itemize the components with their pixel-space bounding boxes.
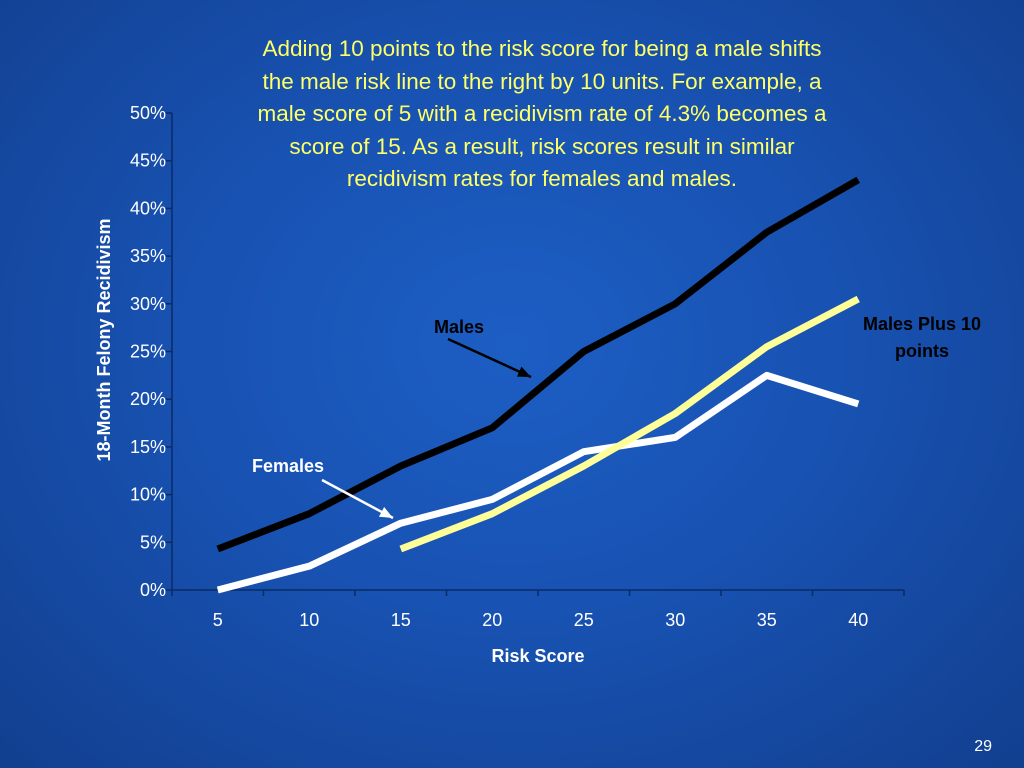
annotation-line: the male risk line to the right by 10 un… [262,68,822,94]
page-number: 29 [974,738,992,755]
y-tick-label: 10% [130,485,166,505]
y-tick-label: 45% [130,151,166,171]
females-callout-arrow-head [378,507,393,518]
annotation-text: Adding 10 points to the risk score for b… [200,33,884,196]
y-tick-label: 25% [130,342,166,362]
x-tick-label: 5 [213,610,223,630]
y-tick-label: 40% [130,198,166,218]
x-tick-label: 20 [482,610,502,630]
x-tick-label: 15 [391,610,411,630]
y-tick-label: 15% [130,437,166,457]
series-line-females [216,371,860,594]
series-line-males-plus-10-points [399,295,860,553]
annotation-line: recidivism rates for females and males. [346,166,738,191]
annotation-line: score of 15. As a result, risk scores re… [289,133,795,159]
y-tick-label: 5% [140,532,166,552]
x-tick-label: 30 [665,610,685,630]
y-tick-label: 0% [140,580,166,600]
annotation-line: Adding 10 points to the risk score for b… [262,36,822,61]
males-plus-10-callout-line-1: Males Plus 10 [863,314,981,334]
x-tick-label: 35 [757,610,777,630]
x-tick-label: 10 [299,610,319,630]
females-callout-label: Females [252,456,324,476]
series-layer [216,176,860,594]
males-callout-label: Males [434,317,484,337]
x-tick-label: 25 [574,610,594,630]
y-tick-label: 35% [130,246,166,266]
x-axis-title: Risk Score [491,646,584,666]
annotation-layer: Males Females Males Plus 10 points [252,314,981,520]
y-axis-title: 18-Month Felony Recidivism [94,218,114,461]
males-callout-arrow-head [516,366,531,377]
males-plus-10-callout-line-2: points [895,341,949,361]
y-tick-label: 20% [130,389,166,409]
series-line-males [216,176,860,553]
females-callout-arrow [321,478,394,520]
x-tick-label: 40 [848,610,868,630]
y-tick-label: 50% [130,103,166,123]
males-callout-arrow [447,337,532,379]
y-tick-label: 30% [130,294,166,314]
chart-axes: 0% 5% 10% 15% 20% 25% 30% 35% 40% 45% 50% 5 10 15 20 25… [94,103,905,666]
annotation-line: male score of 5 with a recidivism rate o… [257,101,827,126]
